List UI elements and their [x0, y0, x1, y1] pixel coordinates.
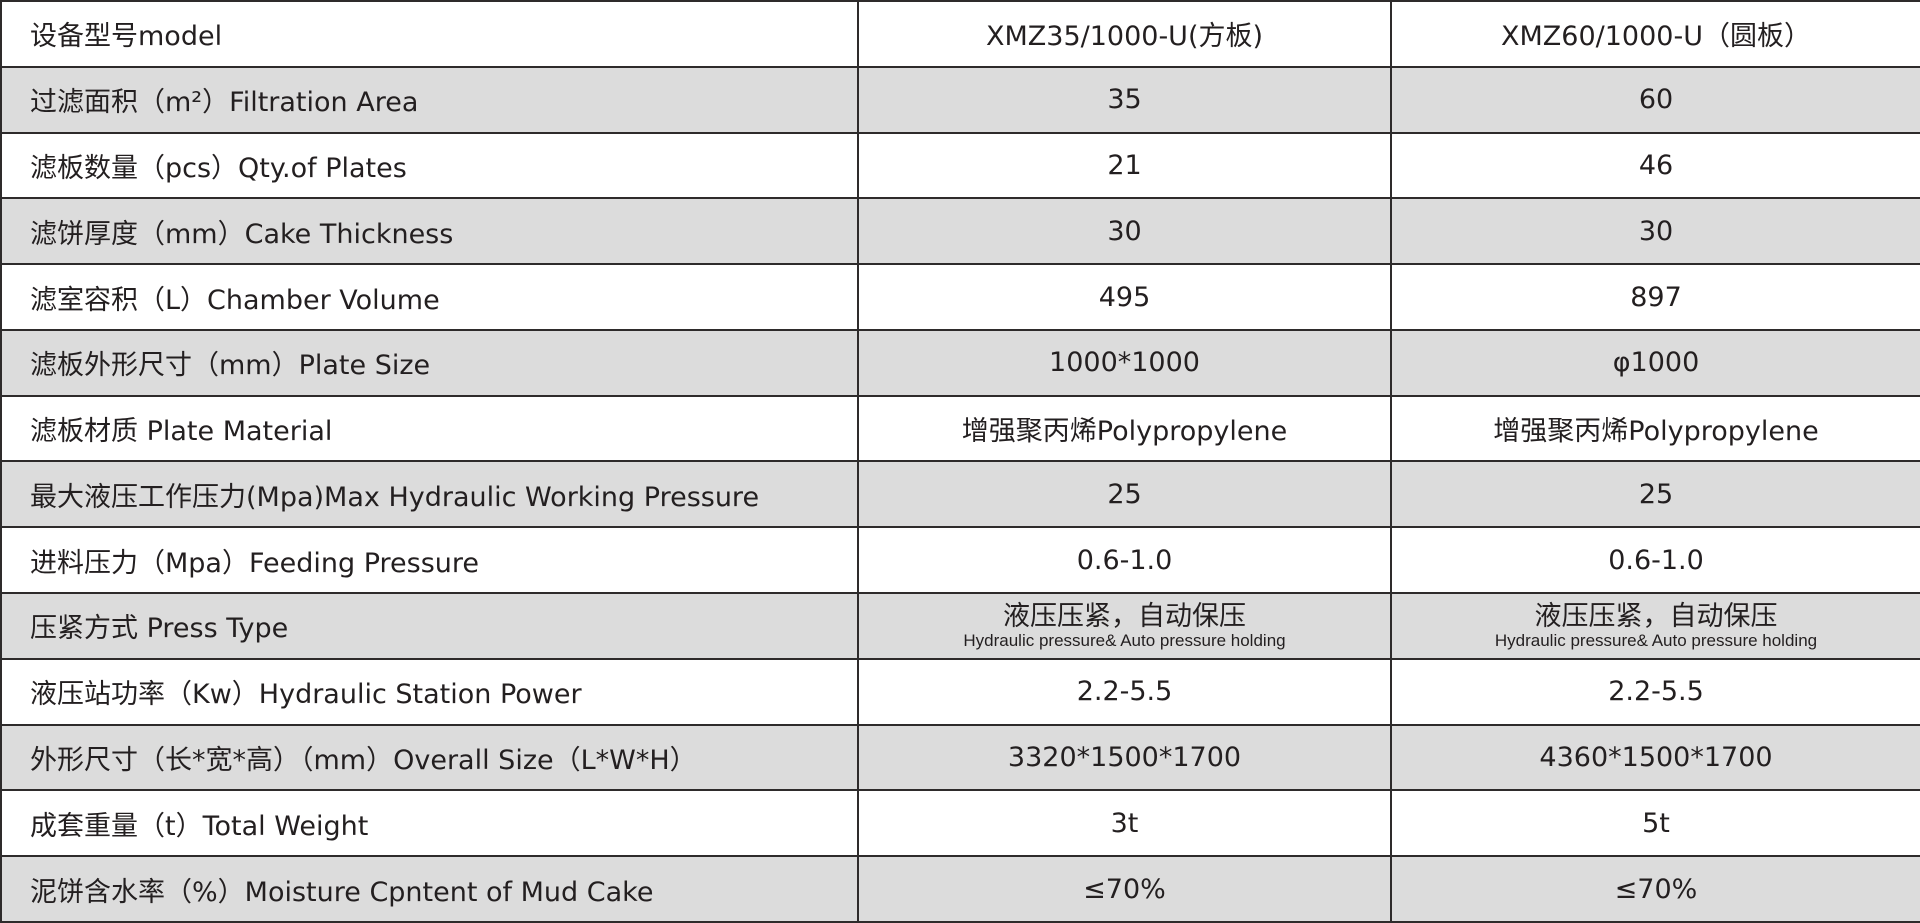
row-label: 液压站功率（Kw）Hydraulic Station Power	[0, 657, 859, 726]
row-label: 进料压力（Mpa）Feeding Pressure	[0, 526, 859, 595]
cell-main-text: 液压压紧，自动保压	[1534, 600, 1778, 632]
table-row: 泥饼含水率（%）Moisture Cpntent of Mud Cake ≤70%…	[0, 855, 1920, 923]
row-label: 滤板外形尺寸（mm）Plate Size	[0, 328, 859, 397]
cell-sub-text: Hydraulic pressure& Auto pressure holdin…	[963, 630, 1286, 650]
table-row: 过滤面积（m²）Filtration Area 35 60	[0, 65, 1920, 134]
cell-model-2: φ1000	[1390, 328, 1920, 397]
table-row: 滤板材质 Plate Material 增强聚丙烯Polypropylene 增强聚…	[0, 394, 1920, 463]
cell-main-text: 液压压紧，自动保压	[1003, 600, 1246, 632]
table-row: 成套重量（t）Total Weight 3t 5t	[0, 789, 1920, 858]
table-row: 压紧方式 Press Type 液压压紧，自动保压 Hydraulic pressu…	[0, 592, 1920, 660]
cell-model-1: 0.6-1.0	[857, 526, 1392, 595]
cell-model-2: ≤70%	[1390, 855, 1920, 923]
row-label: 滤饼厚度（mm）Cake Thickness	[0, 197, 859, 266]
cell-model-2: 2.2-5.5	[1390, 657, 1920, 726]
table-row: 外形尺寸（长*宽*高）（mm）Overall Size（L*W*H） 3320*1…	[0, 723, 1920, 792]
cell-model-2: 液压压紧，自动保压 Hydraulic pressure& Auto pressu…	[1390, 592, 1920, 660]
table-row: 滤饼厚度（mm）Cake Thickness 30 30	[0, 197, 1920, 266]
cell-model-1: 2.2-5.5	[857, 657, 1392, 726]
cell-sub-text: Hydraulic pressure& Auto pressure holdin…	[1494, 630, 1818, 650]
cell-model-2: 60	[1390, 65, 1920, 134]
cell-model-1: 30	[857, 197, 1392, 266]
cell-model-2: 4360*1500*1700	[1390, 723, 1920, 792]
cell-model-2: 30	[1390, 197, 1920, 266]
table-row: 进料压力（Mpa）Feeding Pressure 0.6-1.0 0.6-1.0	[0, 526, 1920, 595]
cell-model-2: 46	[1390, 131, 1920, 200]
cell-model-1: ≤70%	[857, 855, 1392, 923]
header-model-1: XMZ35/1000-U(方板)	[857, 0, 1392, 68]
row-label: 泥饼含水率（%）Moisture Cpntent of Mud Cake	[0, 855, 859, 923]
table-row: 滤室容积（L）Chamber Volume 495 897	[0, 263, 1920, 331]
cell-model-1: 增强聚丙烯Polypropylene	[857, 394, 1392, 463]
cell-model-2: 897	[1390, 263, 1920, 331]
table-row: 滤板数量（pcs）Qty.of Plates 21 46	[0, 131, 1920, 200]
cell-model-1: 21	[857, 131, 1392, 200]
table-row: 滤板外形尺寸（mm）Plate Size 1000*1000 φ1000	[0, 328, 1920, 397]
header-label: 设备型号model	[0, 0, 859, 68]
cell-model-1: 35	[857, 65, 1392, 134]
header-row: 设备型号model XMZ35/1000-U(方板) XMZ60/1000-U（…	[0, 0, 1920, 68]
cell-model-1: 1000*1000	[857, 328, 1392, 397]
cell-model-2: 5t	[1390, 789, 1920, 858]
cell-model-1: 25	[857, 460, 1392, 529]
table-row: 液压站功率（Kw）Hydraulic Station Power 2.2-5.5 2…	[0, 657, 1920, 726]
row-label: 成套重量（t）Total Weight	[0, 789, 859, 858]
cell-model-2: 增强聚丙烯Polypropylene	[1390, 394, 1920, 463]
cell-model-1: 3t	[857, 789, 1392, 858]
row-label: 滤室容积（L）Chamber Volume	[0, 263, 859, 331]
cell-model-1: 液压压紧，自动保压 Hydraulic pressure& Auto pressu…	[857, 592, 1392, 660]
row-label: 压紧方式 Press Type	[0, 592, 859, 660]
row-label: 滤板材质 Plate Material	[0, 394, 859, 463]
row-label: 滤板数量（pcs）Qty.of Plates	[0, 131, 859, 200]
row-label: 最大液压工作压力(Mpa)Max Hydraulic Working Press…	[0, 460, 859, 529]
row-label: 外形尺寸（长*宽*高）（mm）Overall Size（L*W*H）	[0, 723, 859, 792]
cell-model-1: 495	[857, 263, 1392, 331]
cell-model-2: 0.6-1.0	[1390, 526, 1920, 595]
cell-model-1: 3320*1500*1700	[857, 723, 1392, 792]
header-model-2: XMZ60/1000-U（圆板）	[1390, 0, 1920, 68]
table-row: 最大液压工作压力(Mpa)Max Hydraulic Working Press…	[0, 460, 1920, 529]
cell-model-2: 25	[1390, 460, 1920, 529]
row-label: 过滤面积（m²）Filtration Area	[0, 65, 859, 134]
